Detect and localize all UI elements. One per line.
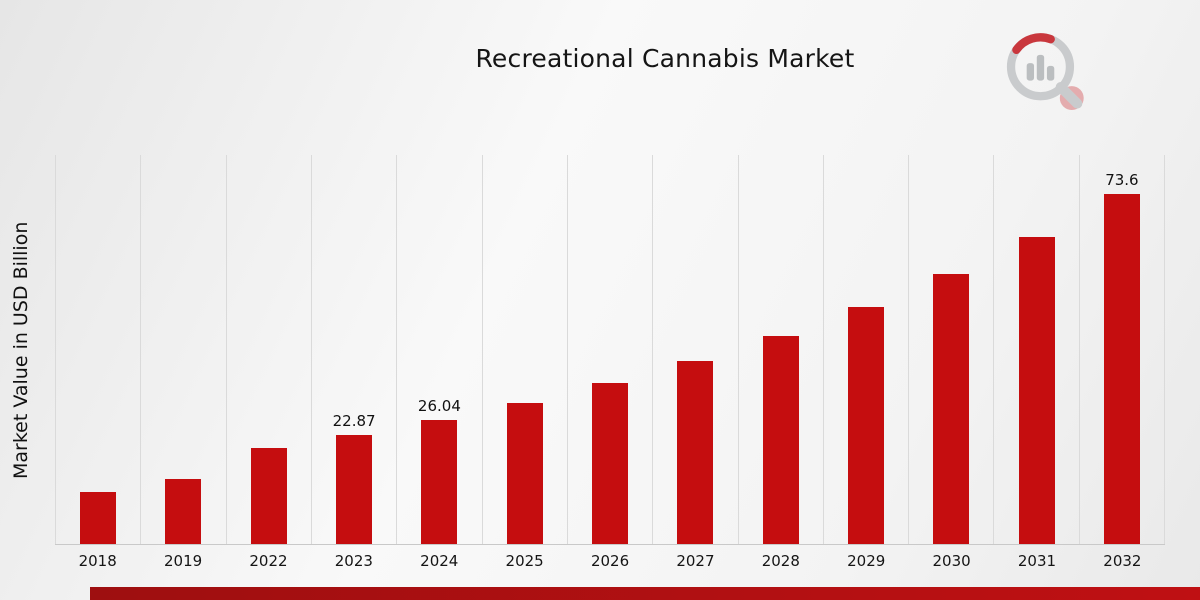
x-tick-label-2023: 2023 [334, 552, 373, 570]
chart-column-2018 [55, 155, 140, 544]
chart-column-2019 [140, 155, 225, 544]
bar-value-label-2023: 22.87 [332, 412, 376, 430]
chart-column-2026 [566, 155, 652, 544]
y-axis-label: Market Value in USD Billion [10, 221, 32, 479]
magnifier-bar-chart-logo-icon [1006, 33, 1084, 111]
x-tick-label-2029: 2029 [847, 552, 886, 570]
x-tick-label-2027: 2027 [676, 552, 715, 570]
footer-red-bar [90, 587, 1200, 600]
chart-title: Recreational Cannabis Market [475, 44, 855, 73]
bar-2027 [677, 361, 714, 544]
chart-column-2023: 22.87 [310, 155, 396, 544]
x-axis-tick-labels: 2018 2019 2022 2023 2024 2025 2026 2027 2028 2029… [55, 552, 1165, 570]
x-tick-label-2031: 2031 [1017, 552, 1057, 570]
chart-column-2022 [225, 155, 311, 544]
chart-column-2028 [737, 155, 823, 544]
bar-2025 [506, 403, 543, 544]
bar-2032 [1103, 194, 1140, 544]
x-tick-label-2025: 2025 [505, 552, 544, 570]
bar-2023 [336, 435, 373, 544]
x-tick-label-2030: 2030 [932, 552, 971, 570]
bar-value-label-2032: 73.6 [1105, 171, 1139, 189]
chart-column-2032: 73.6 [1078, 155, 1166, 544]
chart-column-2031 [993, 155, 1078, 544]
bar-2028 [762, 336, 799, 544]
chart-column-2029 [822, 155, 908, 544]
x-tick-label-2028: 2028 [761, 552, 800, 570]
x-tick-label-2024: 2024 [420, 552, 459, 570]
x-tick-label-2019: 2019 [163, 552, 203, 570]
x-tick-label-2018: 2018 [78, 552, 117, 570]
bar-2031 [1018, 237, 1055, 544]
x-tick-label-2032: 2032 [1103, 552, 1142, 570]
bar-value-label-2024: 26.04 [417, 397, 461, 415]
bar-2019 [165, 479, 202, 544]
x-tick-label-2022: 2022 [249, 552, 288, 570]
chart-column-2030 [908, 155, 993, 544]
bar-2018 [80, 492, 117, 544]
chart-column-2024: 26.04 [396, 155, 481, 544]
chart-column-2027 [652, 155, 737, 544]
bar-2024 [421, 420, 458, 544]
footer-accent-stripe [0, 587, 1200, 600]
chart-column-2025 [481, 155, 567, 544]
bar-2022 [250, 448, 287, 544]
plot-area: 22.87 26.04 73.6 [55, 155, 1166, 545]
bar-2029 [847, 307, 884, 544]
bar-2030 [933, 274, 970, 544]
bar-2026 [592, 383, 629, 544]
x-tick-label-2026: 2026 [590, 552, 630, 570]
